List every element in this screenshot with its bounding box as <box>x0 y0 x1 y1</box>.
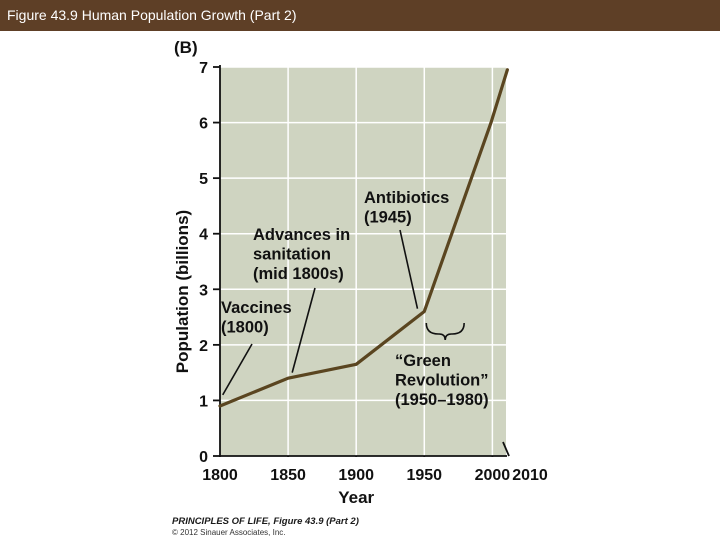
tick-marks <box>213 66 510 457</box>
y-tick-label: 1 <box>199 393 208 410</box>
x-tick-label: 2000 <box>475 467 511 484</box>
x-tick-label: 1900 <box>338 467 374 484</box>
annotation-label: Vaccines (1800) <box>221 299 292 337</box>
x-tick-label: 1850 <box>270 467 306 484</box>
x-tick-label: 1800 <box>202 467 238 484</box>
annotation-line: “Green <box>395 352 451 370</box>
annotation-pointer <box>399 229 419 309</box>
annotation-pointer <box>291 287 316 373</box>
annotation-line: Antibiotics <box>364 189 449 207</box>
y-tick-label: 0 <box>199 449 208 466</box>
plot-background <box>220 67 506 456</box>
panel-label: (B) <box>174 38 198 57</box>
y-tick-label: 7 <box>199 60 208 77</box>
annotation-line: Revolution” <box>395 372 489 390</box>
annotation-label: Antibiotics (1945) <box>364 189 449 227</box>
x-tick-label: 2010 <box>512 467 548 484</box>
population-line <box>218 68 509 408</box>
axes <box>219 65 507 457</box>
annotation-line: sanitation <box>253 246 331 264</box>
y-tick-labels: 0 1 2 3 4 5 6 7 <box>199 60 208 466</box>
annotation-pointer <box>222 343 253 396</box>
annotation-line: (1800) <box>221 319 269 337</box>
annotations: Vaccines (1800) Advances in sanitation (mid … <box>221 189 489 409</box>
x-axis-label: Year <box>338 488 374 507</box>
annotation-line: Advances in <box>253 226 350 244</box>
x-tick-label: 1950 <box>406 467 442 484</box>
series-layer <box>218 68 509 408</box>
annotation-line: (mid 1800s) <box>253 265 344 283</box>
y-tick-label: 4 <box>199 227 208 244</box>
y-tick-label: 2 <box>199 338 208 355</box>
grid-lines <box>220 66 506 456</box>
y-axis-label: Population (billions) <box>173 210 192 373</box>
annotation-label: “Green Revolution” (1950–1980) <box>395 352 489 409</box>
footer-copyright: © 2012 Sinauer Associates, Inc. <box>172 528 286 537</box>
x-tick-mark-slanted <box>502 441 510 457</box>
annotation-line: (1945) <box>364 209 412 227</box>
x-tick-labels: 1800 1850 1900 1950 2000 2010 <box>202 467 548 484</box>
green-revolution-brace <box>425 322 465 341</box>
annotation-label: Advances in sanitation (mid 1800s) <box>253 226 350 283</box>
y-tick-label: 5 <box>199 171 208 188</box>
annotation-line: (1950–1980) <box>395 391 489 409</box>
footer-brand: PRINCIPLES OF LIFE, Figure 43.9 (Part 2) <box>172 516 359 527</box>
y-tick-label: 3 <box>199 282 208 299</box>
annotation-line: Vaccines <box>221 299 292 317</box>
y-tick-label: 6 <box>199 116 208 133</box>
figure-title: Figure 43.9 Human Population Growth (Par… <box>0 0 720 31</box>
